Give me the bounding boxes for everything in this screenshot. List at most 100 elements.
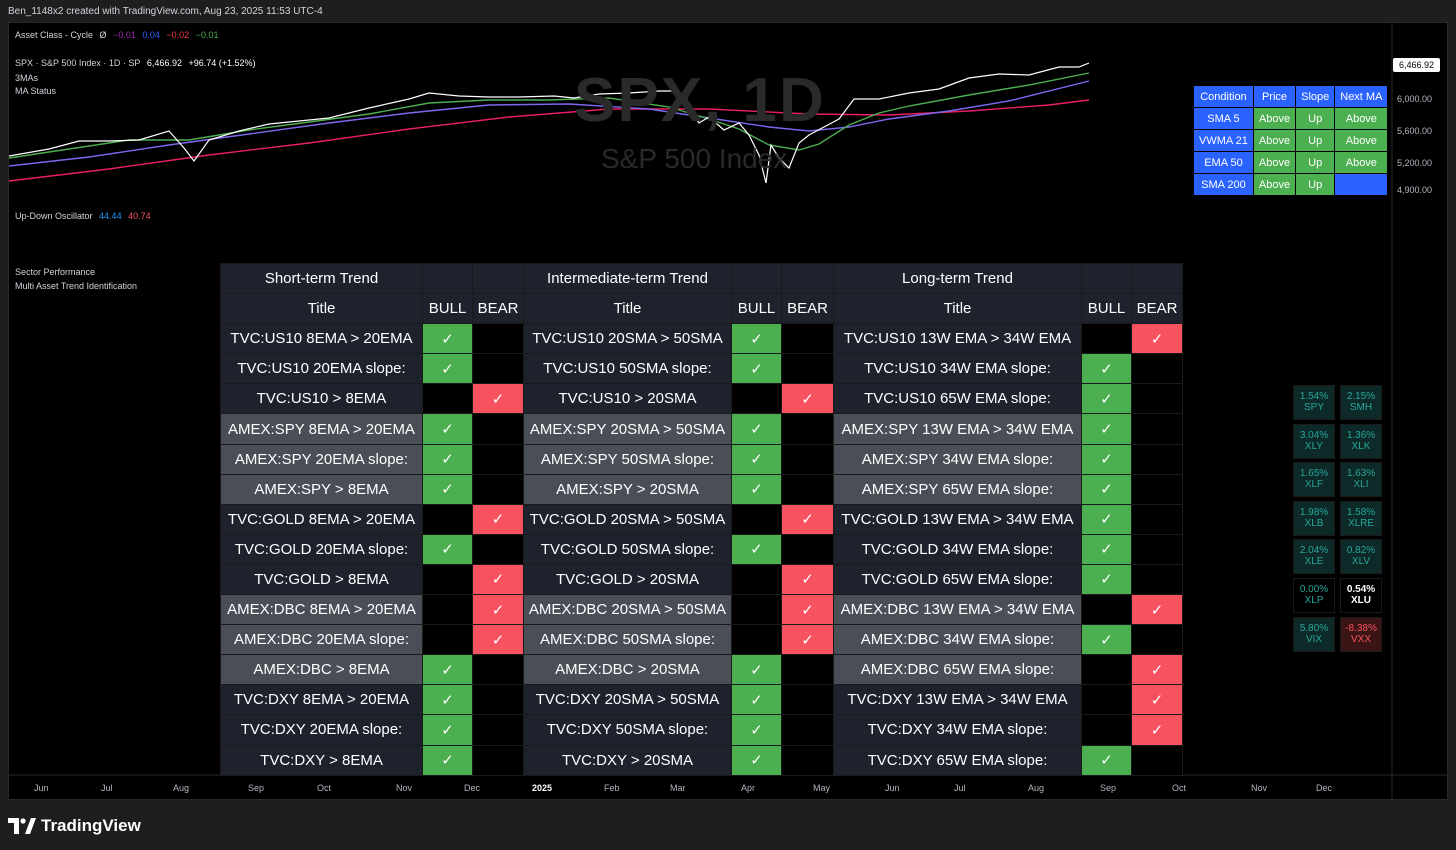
bull-cell: ✓ [1081, 443, 1132, 475]
trend-condition: TVC:US10 8EMA > 20EMA [220, 323, 423, 355]
symbol-legend[interactable]: SPX · S&P 500 Index · 1D · SP 6,466.92 +… [15, 58, 260, 68]
time-tick: Aug [1028, 783, 1045, 793]
table-row: AMEX:SPY > 8EMA ✓ AMEX:SPY > 20SMA ✓ AMEX:SP… [220, 473, 1183, 505]
symbol-watermark: SPX, 1D [574, 66, 826, 135]
bull-cell [422, 383, 473, 415]
bull-cell: ✓ [731, 413, 782, 445]
bull-cell: ✓ [1081, 563, 1132, 596]
sector-symbol: VIX [1305, 633, 1323, 645]
bull-cell [731, 383, 782, 415]
sector-legend[interactable]: Sector Performance [15, 267, 96, 277]
time-tick: Dec [464, 783, 481, 793]
trend-condition: TVC:US10 65W EMA slope: [833, 383, 1082, 415]
table-row: AMEX:DBC 20EMA slope: ✓ AMEX:DBC 50SMA slo… [220, 624, 1183, 656]
trend-group-spacer [1131, 262, 1183, 295]
trend-group-spacer [422, 262, 473, 295]
trend-column-header-row: Title BULL BEAR Title BULL BEAR Title BULL BEAR [220, 293, 1183, 325]
bear-cell: ✓ [1131, 684, 1183, 716]
trend-condition: TVC:DXY 13W EMA > 34W EMA [833, 684, 1082, 716]
ma-slope: Up [1295, 173, 1336, 196]
bull-cell [1081, 323, 1132, 355]
bear-cell [1131, 443, 1183, 475]
ma-cond: VWMA 21 [1193, 129, 1254, 152]
ma-status-legend[interactable]: MA Status [15, 86, 57, 96]
symbol-change: +96.74 (+1.52%) [188, 58, 256, 68]
bear-cell [472, 714, 524, 746]
time-tick: Nov [396, 783, 413, 793]
sector-symbol: SPY [1303, 402, 1324, 413]
bear-cell [781, 443, 834, 475]
trend-condition: TVC:DXY 50SMA slope: [523, 714, 732, 746]
sector-percent: 3.04% [1299, 429, 1329, 441]
sector-cell-xlp: 0.00% XLP [1293, 578, 1335, 613]
bear-cell [472, 473, 524, 505]
ma-cond: EMA 50 [1193, 151, 1254, 174]
sector-cell-vxx: -8.38% VXX [1340, 616, 1382, 652]
oscillator-legend[interactable]: Up-Down Oscillator 44.44 40.74 [15, 211, 155, 221]
table-row: TVC:US10 20EMA slope: ✓ TVC:US10 50SMA slo… [220, 353, 1183, 385]
sector-symbol: SMH [1349, 402, 1373, 413]
sector-percent: 1.65% [1299, 468, 1329, 480]
bull-cell: ✓ [422, 684, 473, 716]
price-tick: 5,200.00 [1397, 158, 1433, 168]
chart-panel[interactable]: SPX, 1D S&P 500 Index Asset Class - Cycl… [8, 22, 1448, 800]
cycle-legend[interactable]: Asset Class - Cycle Ø −0.01 0.04 −0.02 −… [15, 30, 223, 40]
bear-cell [781, 413, 834, 445]
bear-cell [781, 684, 834, 716]
bull-cell: ✓ [422, 744, 473, 776]
sector-percent: 2.15% [1346, 391, 1376, 402]
tradingview-logo[interactable]: TradingView [8, 816, 141, 836]
table-row: TVC:DXY 20EMA slope: ✓ TVC:DXY 50SMA slope… [220, 714, 1183, 746]
column-bull: BULL [1081, 293, 1132, 325]
trend-condition: AMEX:DBC 20EMA slope: [220, 624, 423, 656]
cycle-label: Asset Class - Cycle [15, 30, 94, 40]
table-row: TVC:GOLD 20EMA slope: ✓ TVC:GOLD 50SMA slo… [220, 533, 1183, 565]
bear-cell: ✓ [781, 624, 834, 656]
sma200-line [9, 99, 1090, 182]
sector-percent: 0.00% [1299, 584, 1329, 595]
bull-cell: ✓ [422, 654, 473, 686]
sector-cell-spy: 1.54% SPY [1293, 385, 1335, 420]
bear-cell [472, 323, 524, 355]
table-row: AMEX:DBC 8EMA > 20EMA ✓ AMEX:DBC 20SMA > 5… [220, 594, 1183, 626]
trend-condition: TVC:US10 13W EMA > 34W EMA [833, 323, 1082, 355]
trend-condition: TVC:US10 > 8EMA [220, 383, 423, 415]
bear-cell [472, 413, 524, 445]
time-tick: Aug [173, 783, 190, 793]
bear-cell [781, 654, 834, 686]
bear-cell [1131, 533, 1183, 565]
current-price-tag: 6,466.92 [1393, 58, 1441, 72]
time-tick: Feb [604, 783, 620, 793]
sector-symbol: XLV [1351, 556, 1371, 568]
bear-cell [781, 473, 834, 505]
bull-cell: ✓ [1081, 624, 1132, 656]
bear-cell [1131, 624, 1183, 656]
column-title: Title [220, 293, 423, 325]
ma-slope: Up [1295, 107, 1336, 130]
trend-condition: AMEX:SPY 20SMA > 50SMA [523, 413, 732, 445]
time-tick: Nov [1251, 783, 1268, 793]
ma-price: Above [1252, 107, 1297, 130]
bear-cell [781, 323, 834, 355]
mas-legend[interactable]: 3MAs [15, 73, 39, 83]
bear-cell [1131, 473, 1183, 505]
ma-next: Above [1334, 129, 1389, 152]
oscillator-up-value: 44.44 [99, 211, 122, 221]
sector-percent: 1.36% [1346, 429, 1376, 441]
table-row: AMEX:SPY 20EMA slope: ✓ AMEX:SPY 50SMA slo… [220, 443, 1183, 475]
ma-header-condition: Condition [1193, 85, 1254, 108]
trend-group-spacer [472, 262, 524, 295]
bear-cell [1131, 563, 1183, 596]
table-row: AMEX:SPY 8EMA > 20EMA ✓ AMEX:SPY 20SMA > 5… [220, 413, 1183, 445]
bull-cell [1081, 684, 1132, 716]
bear-cell [1131, 744, 1183, 776]
bear-cell: ✓ [472, 383, 524, 415]
bear-cell [472, 443, 524, 475]
time-tick: Sep [1100, 783, 1117, 793]
trend-condition: TVC:DXY 20SMA > 50SMA [523, 684, 732, 716]
bull-cell: ✓ [422, 353, 473, 385]
bear-cell: ✓ [1131, 323, 1183, 355]
trend-group-spacer [1081, 262, 1132, 295]
multi-asset-legend[interactable]: Multi Asset Trend Identification [15, 281, 138, 291]
column-bear: BEAR [1131, 293, 1183, 325]
